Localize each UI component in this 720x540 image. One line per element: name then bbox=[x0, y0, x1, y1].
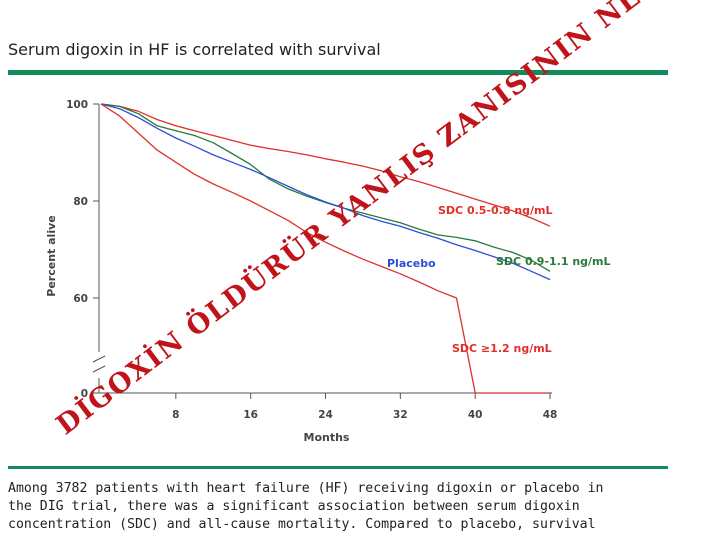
y-tick-label: 80 bbox=[73, 196, 88, 208]
chart-title: Serum digoxin in HF is correlated with s… bbox=[8, 40, 381, 59]
y-axis-break-mark bbox=[92, 355, 106, 373]
y-tick-label: 0 bbox=[81, 388, 88, 400]
series-label: SDC 0.9-1.1 ng/mL bbox=[496, 255, 611, 268]
x-tick-label: 8 bbox=[172, 409, 179, 421]
y-axis-label: Percent alive bbox=[45, 215, 58, 296]
x-tick-label: 48 bbox=[543, 409, 558, 421]
series-label: Placebo bbox=[387, 257, 436, 270]
caption-line: Among 3782 patients with heart failure (… bbox=[8, 481, 604, 496]
x-tick-label: 32 bbox=[393, 409, 408, 421]
top-accent-bar bbox=[8, 70, 668, 75]
series-label: SDC 0.5-0.8 ng/mL bbox=[438, 204, 553, 217]
x-tick-label: 16 bbox=[243, 409, 258, 421]
series-line-3 bbox=[100, 103, 551, 281]
series-line-4 bbox=[100, 103, 550, 394]
y-tick-label: 100 bbox=[66, 99, 88, 111]
x-tick-label: 24 bbox=[318, 409, 333, 421]
series-line-1 bbox=[100, 103, 551, 227]
x-tick-label: 40 bbox=[468, 409, 483, 421]
bottom-accent-bar bbox=[8, 466, 668, 469]
caption-line: concentration (SDC) and all-cause mortal… bbox=[8, 517, 596, 532]
caption: Among 3782 patients with heart failure (… bbox=[8, 480, 648, 534]
y-tick-label: 60 bbox=[73, 293, 88, 305]
x-axis-label: Months bbox=[304, 431, 350, 444]
series-label: SDC ≥1.2 ng/mL bbox=[452, 342, 552, 355]
caption-line: the DIG trial, there was a significant a… bbox=[8, 499, 580, 514]
